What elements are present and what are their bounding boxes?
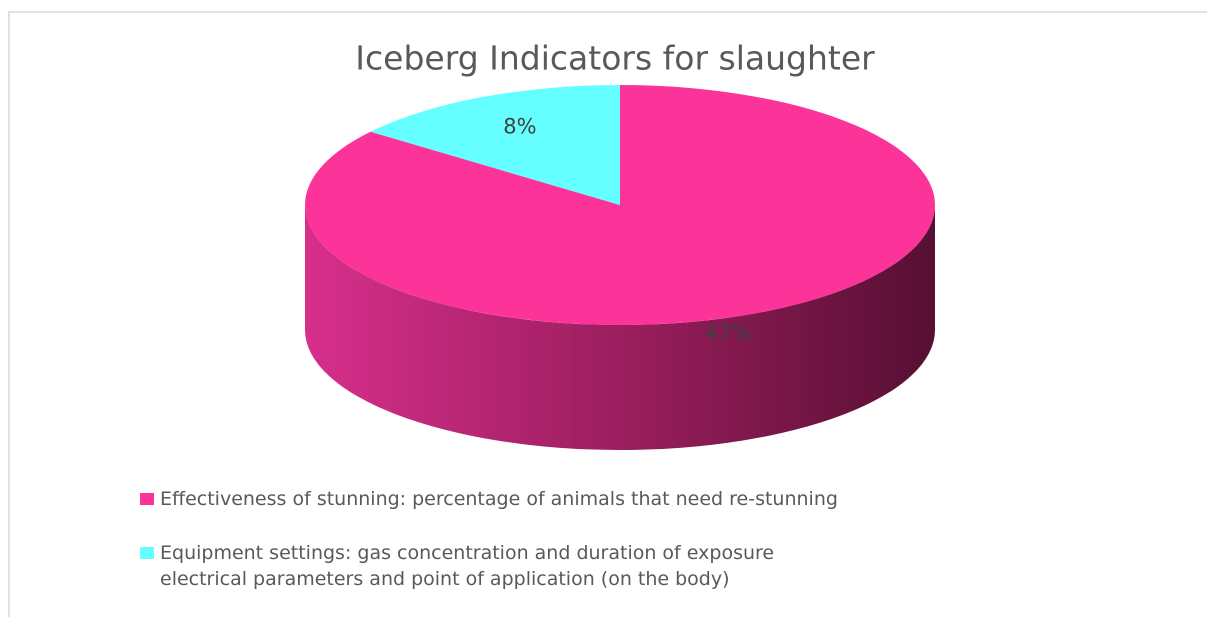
chart-title: Iceberg Indicators for slaughter <box>355 39 875 78</box>
legend-label: Effectiveness of stunning: percentage of… <box>160 488 838 510</box>
legend-label: Equipment settings: gas concentration an… <box>160 542 775 590</box>
slice <box>305 85 936 326</box>
legend-key <box>140 493 154 505</box>
legend-item: Equipment settings: gas concentration an… <box>140 540 860 592</box>
slice <box>370 85 620 205</box>
data-label: 47% <box>705 321 752 345</box>
data-label: 8% <box>503 114 536 138</box>
legend-item: Effectiveness of stunning: percentage of… <box>140 486 860 512</box>
legend-key <box>140 547 154 559</box>
slice-side <box>305 205 935 450</box>
chart-border <box>8 11 1207 617</box>
